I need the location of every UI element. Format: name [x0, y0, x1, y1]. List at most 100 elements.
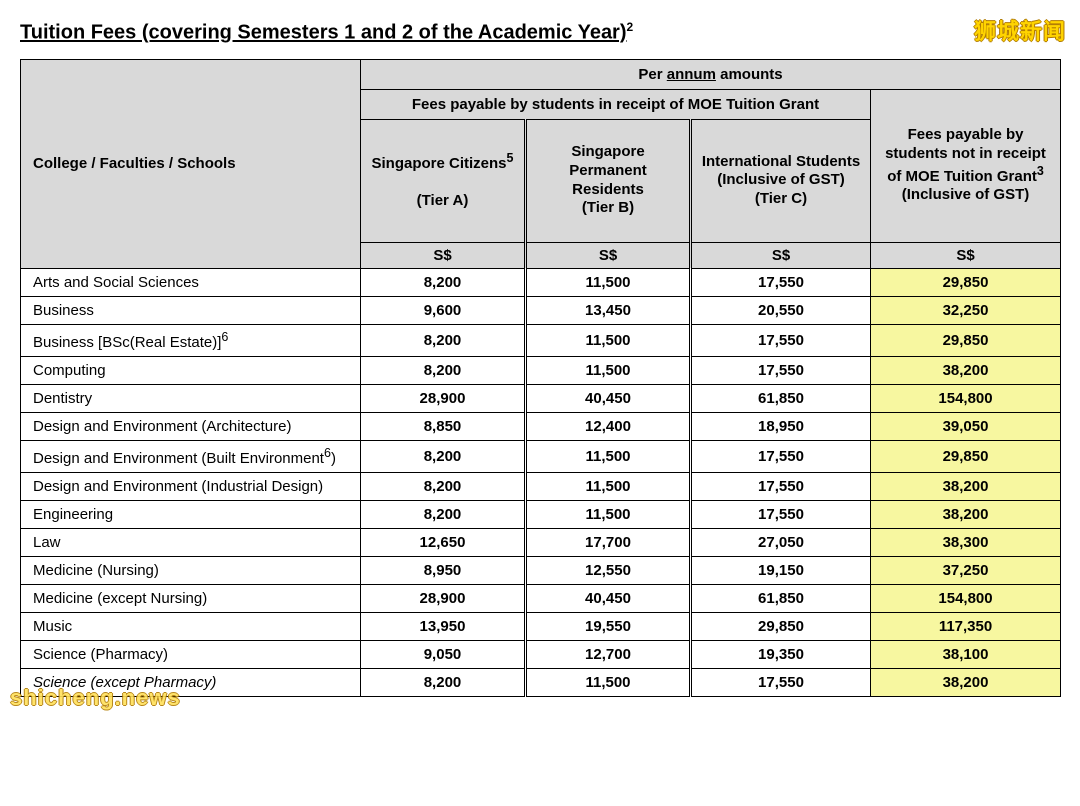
cell-c: 20,550 [691, 296, 871, 324]
nogrant-header: Fees payable by students not in receipt … [871, 89, 1061, 242]
table-row: Business [BSc(Real Estate)]68,20011,5001… [21, 324, 1061, 356]
currency-c: S$ [691, 242, 871, 268]
table-row: Business9,60013,45020,55032,250 [21, 296, 1061, 324]
cell-c: 17,550 [691, 668, 871, 696]
cell-d: 38,200 [871, 472, 1061, 500]
cell-d: 37,250 [871, 556, 1061, 584]
table-row: Music13,95019,55029,850117,350 [21, 612, 1061, 640]
cell-d: 39,050 [871, 412, 1061, 440]
cell-c: 29,850 [691, 612, 871, 640]
page-title-sup: 2 [627, 20, 634, 34]
cell-a: 28,900 [361, 584, 526, 612]
cell-a: 8,200 [361, 268, 526, 296]
cell-d: 29,850 [871, 440, 1061, 472]
page-title-text: Tuition Fees (covering Semesters 1 and 2… [20, 22, 627, 44]
cell-b: 11,500 [526, 668, 691, 696]
cell-c: 17,550 [691, 268, 871, 296]
cell-a: 8,200 [361, 500, 526, 528]
cell-b: 17,700 [526, 528, 691, 556]
currency-d: S$ [871, 242, 1061, 268]
cell-a: 9,050 [361, 640, 526, 668]
table-row: Medicine (except Nursing)28,90040,45061,… [21, 584, 1061, 612]
cell-c: 61,850 [691, 584, 871, 612]
cell-b: 40,450 [526, 584, 691, 612]
row-name: Business [BSc(Real Estate)]6 [21, 324, 361, 356]
row-name: Design and Environment (Industrial Desig… [21, 472, 361, 500]
row-name: Design and Environment (Built Environmen… [21, 440, 361, 472]
cell-a: 8,950 [361, 556, 526, 584]
cell-d: 154,800 [871, 584, 1061, 612]
row-name: Medicine (Nursing) [21, 556, 361, 584]
cell-a: 8,200 [361, 472, 526, 500]
row-name: Medicine (except Nursing) [21, 584, 361, 612]
cell-b: 12,400 [526, 412, 691, 440]
row-name: Science (except Pharmacy) [21, 668, 361, 696]
cell-d: 38,300 [871, 528, 1061, 556]
cell-d: 117,350 [871, 612, 1061, 640]
table-row: Science (except Pharmacy)8,20011,50017,5… [21, 668, 1061, 696]
cell-c: 18,950 [691, 412, 871, 440]
col-tier-c: International Students (Inclusive of GST… [691, 119, 871, 242]
table-row: Design and Environment (Built Environmen… [21, 440, 1061, 472]
table-row: Dentistry28,90040,45061,850154,800 [21, 384, 1061, 412]
row-name: Science (Pharmacy) [21, 640, 361, 668]
cell-c: 19,150 [691, 556, 871, 584]
cell-c: 17,550 [691, 440, 871, 472]
row-name: Engineering [21, 500, 361, 528]
cell-a: 8,200 [361, 668, 526, 696]
cell-a: 8,850 [361, 412, 526, 440]
cell-a: 8,200 [361, 440, 526, 472]
cell-c: 17,550 [691, 500, 871, 528]
cell-d: 38,100 [871, 640, 1061, 668]
cell-c: 61,850 [691, 384, 871, 412]
cell-c: 27,050 [691, 528, 871, 556]
cell-d: 154,800 [871, 384, 1061, 412]
cell-a: 8,200 [361, 324, 526, 356]
col-tier-a: Singapore Citizens5 (Tier A) [361, 119, 526, 242]
cell-a: 13,950 [361, 612, 526, 640]
cell-b: 11,500 [526, 472, 691, 500]
cell-b: 11,500 [526, 268, 691, 296]
currency-b: S$ [526, 242, 691, 268]
row-name: Dentistry [21, 384, 361, 412]
row-name: Business [21, 296, 361, 324]
cell-b: 40,450 [526, 384, 691, 412]
grant-header: Fees payable by students in receipt of M… [361, 89, 871, 119]
table-body: Arts and Social Sciences8,20011,50017,55… [21, 268, 1061, 696]
row-name: Law [21, 528, 361, 556]
table-row: Law12,65017,70027,05038,300 [21, 528, 1061, 556]
cell-d: 38,200 [871, 500, 1061, 528]
cell-b: 11,500 [526, 440, 691, 472]
page-title: Tuition Fees (covering Semesters 1 and 2… [20, 20, 1060, 45]
cell-b: 13,450 [526, 296, 691, 324]
table-row: Design and Environment (Architecture)8,8… [21, 412, 1061, 440]
cell-b: 11,500 [526, 500, 691, 528]
cell-c: 19,350 [691, 640, 871, 668]
cell-d: 29,850 [871, 268, 1061, 296]
row-name: Arts and Social Sciences [21, 268, 361, 296]
tuition-table: College / Faculties / Schools Per annum … [20, 59, 1061, 697]
cell-d: 38,200 [871, 668, 1061, 696]
cell-b: 12,700 [526, 640, 691, 668]
table-row: Medicine (Nursing)8,95012,55019,15037,25… [21, 556, 1061, 584]
row-header: College / Faculties / Schools [21, 59, 361, 268]
cell-d: 29,850 [871, 324, 1061, 356]
col-tier-b: Singapore Permanent Residents (Tier B) [526, 119, 691, 242]
cell-b: 19,550 [526, 612, 691, 640]
cell-b: 12,550 [526, 556, 691, 584]
cell-a: 12,650 [361, 528, 526, 556]
super-header: Per annum amounts [361, 59, 1061, 89]
cell-a: 8,200 [361, 356, 526, 384]
cell-b: 11,500 [526, 356, 691, 384]
cell-a: 28,900 [361, 384, 526, 412]
table-row: Arts and Social Sciences8,20011,50017,55… [21, 268, 1061, 296]
table-row: Engineering8,20011,50017,55038,200 [21, 500, 1061, 528]
table-row: Design and Environment (Industrial Desig… [21, 472, 1061, 500]
row-name: Computing [21, 356, 361, 384]
cell-d: 32,250 [871, 296, 1061, 324]
cell-c: 17,550 [691, 472, 871, 500]
cell-d: 38,200 [871, 356, 1061, 384]
currency-a: S$ [361, 242, 526, 268]
row-name: Music [21, 612, 361, 640]
cell-c: 17,550 [691, 356, 871, 384]
